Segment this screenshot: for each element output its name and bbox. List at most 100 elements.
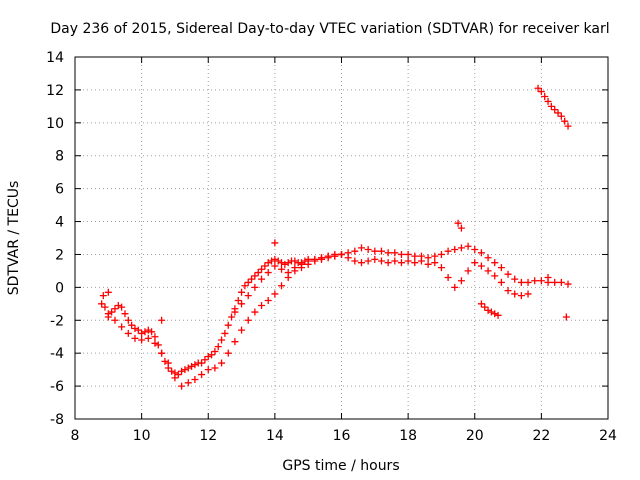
- data-point: [298, 260, 306, 268]
- data-point: [537, 88, 545, 96]
- data-point: [397, 250, 405, 258]
- data-point: [164, 359, 172, 367]
- data-point: [191, 361, 199, 369]
- data-point: [261, 262, 269, 270]
- data-point: [144, 334, 152, 342]
- x-tick-label: 16: [333, 428, 351, 444]
- y-tick-label: 14: [46, 50, 64, 66]
- grid-lines: [75, 57, 608, 419]
- data-point: [271, 239, 279, 247]
- data-point: [397, 259, 405, 267]
- data-point: [484, 306, 492, 314]
- series-segment-e: [534, 84, 572, 130]
- series-segment-d: [477, 300, 502, 319]
- data-point: [551, 278, 559, 286]
- series-track-c: [231, 250, 345, 316]
- data-point: [221, 329, 229, 337]
- data-point: [364, 246, 372, 254]
- y-tick-label: 8: [55, 149, 64, 165]
- data-point: [121, 310, 129, 318]
- data-point: [148, 328, 156, 336]
- data-point: [224, 349, 232, 357]
- data-point: [487, 308, 495, 316]
- data-point: [131, 325, 139, 332]
- data-point: [111, 316, 119, 324]
- data-point: [391, 249, 399, 257]
- data-point: [264, 297, 272, 305]
- data-point: [238, 300, 246, 308]
- data-point: [544, 273, 552, 281]
- data-point: [244, 316, 252, 324]
- x-tick-label: 22: [532, 428, 550, 444]
- data-point: [557, 112, 565, 120]
- data-point: [254, 269, 262, 277]
- data-point: [491, 272, 499, 280]
- data-point: [204, 352, 212, 360]
- data-point: [457, 244, 465, 252]
- data-point: [531, 277, 539, 285]
- data-point: [281, 260, 289, 268]
- y-axis-label: SDTVAR / TECUs: [6, 181, 22, 296]
- data-point: [477, 300, 485, 308]
- data-point: [198, 359, 206, 367]
- data-point: [491, 259, 499, 267]
- x-tick-label: 24: [599, 428, 617, 444]
- data-point: [451, 246, 459, 254]
- data-point: [524, 290, 532, 298]
- data-point: [311, 255, 319, 263]
- data-point: [497, 264, 505, 272]
- data-point: [141, 328, 149, 336]
- data-point: [104, 313, 112, 321]
- data-point: [151, 333, 159, 341]
- data-point: [371, 247, 379, 255]
- data-point: [234, 297, 242, 305]
- data-point: [154, 341, 162, 349]
- data-point: [324, 254, 332, 262]
- data-point: [251, 308, 259, 316]
- data-point: [188, 362, 196, 370]
- y-tick-label: -2: [50, 313, 64, 329]
- data-point: [258, 301, 266, 309]
- y-tick-label: 6: [55, 182, 64, 198]
- data-point: [511, 275, 519, 283]
- data-point: [357, 244, 365, 252]
- data-point: [218, 336, 226, 344]
- y-tick-label: 2: [55, 247, 64, 263]
- data-point: [248, 275, 256, 283]
- data-point: [484, 254, 492, 262]
- data-point: [284, 259, 292, 267]
- data-point: [464, 242, 472, 250]
- data-point: [231, 308, 239, 316]
- data-point: [238, 288, 246, 296]
- data-point: [544, 97, 552, 105]
- data-point: [211, 364, 219, 372]
- data-point: [351, 257, 359, 265]
- data-point: [244, 278, 252, 286]
- data-point: [411, 252, 419, 260]
- data-point: [457, 224, 465, 232]
- data-point: [118, 323, 126, 331]
- data-point: [511, 290, 519, 298]
- data-point: [318, 254, 326, 262]
- data-point: [391, 257, 399, 265]
- y-tick-label: 10: [46, 116, 64, 132]
- data-point: [424, 260, 432, 268]
- data-point: [477, 262, 485, 270]
- data-point: [284, 269, 292, 277]
- data-point: [357, 259, 365, 267]
- data-point: [108, 308, 116, 316]
- data-point: [99, 292, 107, 300]
- data-point: [541, 92, 549, 100]
- data-point: [377, 247, 385, 255]
- data-point: [98, 300, 106, 308]
- data-point: [417, 257, 425, 265]
- data-point: [454, 219, 462, 227]
- data-point: [181, 366, 189, 374]
- x-axis-label: GPS time / hours: [282, 458, 399, 474]
- chart-title: Day 236 of 2015, Sidereal Day-to-day VTE…: [50, 21, 609, 37]
- data-point: [104, 288, 112, 296]
- y-tick-label: 4: [55, 215, 64, 231]
- data-point: [178, 367, 186, 375]
- data-point: [564, 122, 572, 130]
